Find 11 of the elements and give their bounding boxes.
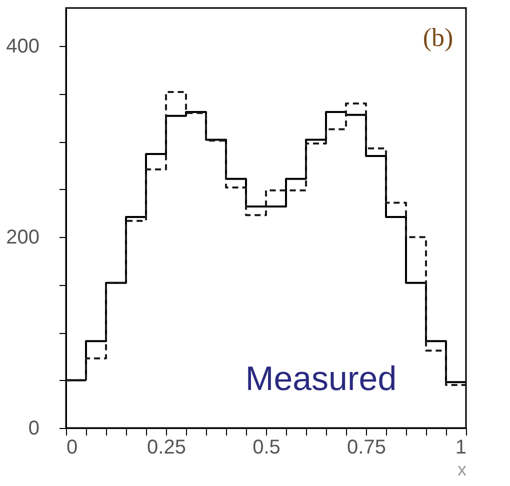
annotation: Measured: [245, 360, 397, 398]
x-tick-label: 0.5: [252, 436, 280, 458]
annotation: (b): [422, 23, 454, 52]
x-tick-label: 0.25: [147, 436, 186, 458]
y-tick-label: 0: [28, 418, 40, 440]
x-axis-title: x: [458, 460, 466, 480]
x-tick-label: 0.75: [347, 436, 386, 458]
y-tick-label: 200: [6, 226, 40, 249]
x-tick-label: 0: [66, 436, 78, 458]
x-tick-label: 1: [455, 436, 466, 458]
y-tick-label: 400: [6, 36, 40, 58]
